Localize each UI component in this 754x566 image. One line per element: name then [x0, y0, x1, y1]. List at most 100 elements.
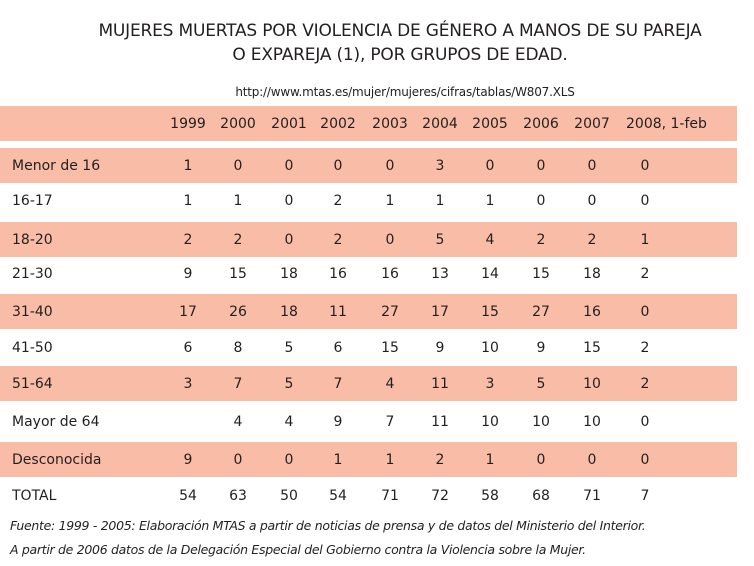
cell-value: 1: [435, 193, 445, 209]
cell-value: 50: [280, 488, 298, 504]
cell-value: 7: [385, 414, 395, 430]
cell-value: 4: [233, 414, 243, 430]
cell-value: 0: [385, 158, 395, 174]
cell-value: 0: [233, 158, 243, 174]
cell-value: 15: [381, 340, 399, 356]
cell-value: 16: [329, 266, 347, 282]
table-row: TOTAL 54 63 50 54 71 72 58 68 71 7: [0, 478, 737, 514]
cell-value: 1: [640, 232, 650, 248]
cell-value: 14: [481, 266, 499, 282]
column-header: 2000: [220, 116, 256, 132]
cell-value: 54: [329, 488, 347, 504]
table-row: 31-40 17 26 18 11 27 17 15 27 16 0: [0, 294, 737, 330]
cell-value: 0: [640, 304, 650, 320]
cell-value: 5: [536, 376, 546, 392]
column-header: 2005: [472, 116, 508, 132]
table-row: 18-20 2 2 0 2 0 5 4 2 2 1: [0, 222, 737, 258]
table-row: Mayor de 64 4 4 9 7 11 10 10 10 0: [0, 404, 737, 440]
cell-value: 2: [233, 232, 243, 248]
row-label: 18-20: [12, 232, 53, 248]
cell-value: 9: [536, 340, 546, 356]
cell-value: 54: [179, 488, 197, 504]
cell-value: 1: [183, 193, 193, 209]
column-header: 2002: [320, 116, 356, 132]
column-header: 2006: [523, 116, 559, 132]
cell-value: 10: [532, 414, 550, 430]
cell-value: 0: [640, 452, 650, 468]
cell-value: 1: [385, 193, 395, 209]
cell-value: 0: [640, 193, 650, 209]
cell-value: 11: [431, 414, 449, 430]
cell-value: 63: [229, 488, 247, 504]
cell-value: 5: [435, 232, 445, 248]
table-row: 16-17 1 1 0 2 1 1 1 0 0 0: [0, 183, 737, 219]
cell-value: 6: [333, 340, 343, 356]
row-label: Menor de 16: [12, 158, 101, 174]
cell-value: 27: [381, 304, 399, 320]
cell-value: 17: [431, 304, 449, 320]
cell-value: 71: [381, 488, 399, 504]
cell-value: 0: [333, 158, 343, 174]
cell-value: 1: [485, 193, 495, 209]
row-label: 21-30: [12, 266, 53, 282]
cell-value: 18: [583, 266, 601, 282]
column-header: 2003: [372, 116, 408, 132]
table-row: Desconocida 9 0 0 1 1 2 1 0 0 0: [0, 442, 737, 478]
table-row: 21-30 9 15 18 16 16 13 14 15 18 2: [0, 256, 737, 292]
cell-value: 10: [583, 376, 601, 392]
cell-value: 1: [333, 452, 343, 468]
row-band: [0, 366, 737, 401]
cell-value: 0: [640, 414, 650, 430]
cell-value: 2: [183, 232, 193, 248]
cell-value: 0: [284, 158, 294, 174]
cell-value: 4: [385, 376, 395, 392]
cell-value: 2: [640, 376, 650, 392]
row-label: 41-50: [12, 340, 53, 356]
column-header: 2008, 1-feb: [626, 116, 707, 132]
cell-value: 3: [435, 158, 445, 174]
cell-value: 15: [532, 266, 550, 282]
cell-value: 1: [233, 193, 243, 209]
cell-value: 9: [435, 340, 445, 356]
cell-value: 58: [481, 488, 499, 504]
cell-value: 1: [485, 452, 495, 468]
table-row: 51-64 3 7 5 7 4 11 3 5 10 2: [0, 366, 737, 402]
cell-value: 3: [183, 376, 193, 392]
table-row: Menor de 16 1 0 0 0 0 3 0 0 0 0: [0, 148, 737, 184]
cell-value: 6: [183, 340, 193, 356]
cell-value: 0: [385, 232, 395, 248]
cell-value: 16: [381, 266, 399, 282]
cell-value: 7: [333, 376, 343, 392]
cell-value: 1: [385, 452, 395, 468]
cell-value: 2: [333, 232, 343, 248]
cell-value: 9: [183, 452, 193, 468]
cell-value: 9: [333, 414, 343, 430]
cell-value: 71: [583, 488, 601, 504]
title-line-2: O EXPAREJA (1), POR GRUPOS DE EDAD.: [232, 45, 568, 65]
cell-value: 15: [481, 304, 499, 320]
cell-value: 16: [583, 304, 601, 320]
cell-value: 15: [583, 340, 601, 356]
cell-value: 10: [481, 340, 499, 356]
cell-value: 8: [233, 340, 243, 356]
cell-value: 2: [640, 266, 650, 282]
footnote-line-1: Fuente: 1999 - 2005: Elaboración MTAS a …: [10, 518, 646, 533]
column-header: 2001: [271, 116, 307, 132]
row-band: [0, 442, 737, 477]
row-band: [0, 106, 737, 141]
cell-value: 5: [284, 376, 294, 392]
row-label: TOTAL: [12, 488, 57, 504]
cell-value: 27: [532, 304, 550, 320]
cell-value: 18: [280, 304, 298, 320]
cell-value: 18: [280, 266, 298, 282]
cell-value: 3: [485, 376, 495, 392]
cell-value: 0: [284, 193, 294, 209]
cell-value: 0: [284, 232, 294, 248]
cell-value: 7: [233, 376, 243, 392]
cell-value: 17: [179, 304, 197, 320]
row-label: 31-40: [12, 304, 53, 320]
row-band: [0, 222, 737, 257]
cell-value: 0: [640, 158, 650, 174]
cell-value: 2: [435, 452, 445, 468]
row-band: [0, 294, 737, 329]
